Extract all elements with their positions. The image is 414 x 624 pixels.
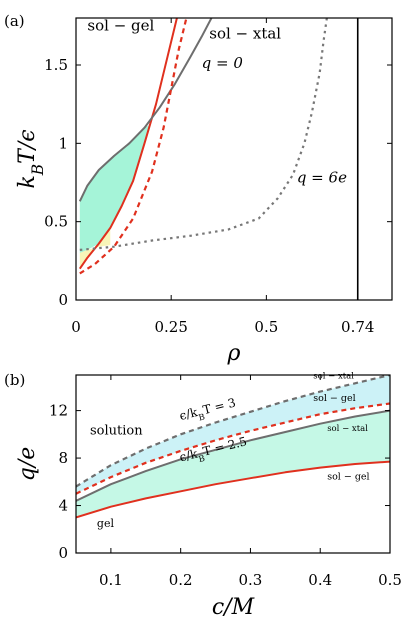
annotation-0-0: sol − gel xyxy=(87,17,154,35)
annotation-0-2: q = 0 xyxy=(202,54,244,72)
panel-label-1: (b) xyxy=(4,371,25,389)
x-tick-label-1-4: 0.5 xyxy=(378,571,402,589)
annotation-1-0: solution xyxy=(90,423,143,438)
x-axis-title-1: c/M xyxy=(212,595,255,620)
x-tick-label-1-2: 0.3 xyxy=(239,571,263,589)
series-line-1-2 xyxy=(76,409,390,502)
plot-area-0 xyxy=(78,18,328,275)
y-tick-label-0-1: 0.5 xyxy=(44,213,68,231)
annotation-1-7: sol − gel xyxy=(327,471,369,482)
y-axis-title-0: kBT/ϵ xyxy=(15,129,47,188)
annotation-1-5: sol − gel xyxy=(313,393,355,404)
panel-label-0: (a) xyxy=(4,12,25,30)
x-tick-label-0-1: 0.25 xyxy=(154,318,187,336)
x-axis-title-0: ρ xyxy=(227,341,241,366)
x-tick-label-1-0: 0.1 xyxy=(99,571,123,589)
x-tick-label-1-1: 0.2 xyxy=(169,571,193,589)
y-tick-label-1-1: 4 xyxy=(58,497,68,515)
y-tick-label-1-2: 8 xyxy=(58,449,68,467)
y-tick-label-1-3: 12 xyxy=(49,402,68,420)
x-tick-label-0-2: 0.5 xyxy=(254,318,278,336)
axes-frame-1 xyxy=(75,374,391,554)
x-tick-label-0-0: 0 xyxy=(71,318,81,336)
annotation-1-4: sol − xtal xyxy=(313,372,354,382)
y-tick-label-0-0: 0 xyxy=(58,291,68,309)
shaded-region-0-0 xyxy=(79,124,152,254)
annotation-1-1: gel xyxy=(97,517,115,530)
shaded-region-1-1 xyxy=(76,410,390,518)
series-line-1-1 xyxy=(76,402,390,495)
x-tick-label-1-3: 0.4 xyxy=(308,571,332,589)
plot-area-1 xyxy=(76,375,390,519)
axes-frame-0 xyxy=(75,17,393,301)
y-tick-label-0-3: 1.5 xyxy=(44,56,68,74)
y-axis-title-1: q/e xyxy=(15,447,40,482)
x-tick-label-0-3: 0.74 xyxy=(341,318,374,336)
y-tick-label-0-2: 1 xyxy=(58,134,68,152)
series-line-0-1 xyxy=(78,18,213,202)
series-line-1-0 xyxy=(76,375,390,488)
series-line-1-3 xyxy=(76,460,390,519)
annotation-0-3: q = 6e xyxy=(297,169,347,187)
annotation-0-1: sol − xtal xyxy=(209,24,281,42)
annotation-1-6: sol − xtal xyxy=(327,424,368,434)
series-line-0-3 xyxy=(79,18,328,251)
series-line-0-2 xyxy=(79,18,188,275)
y-tick-label-1-0: 0 xyxy=(58,544,68,562)
shaded-region-1-0 xyxy=(76,375,390,494)
